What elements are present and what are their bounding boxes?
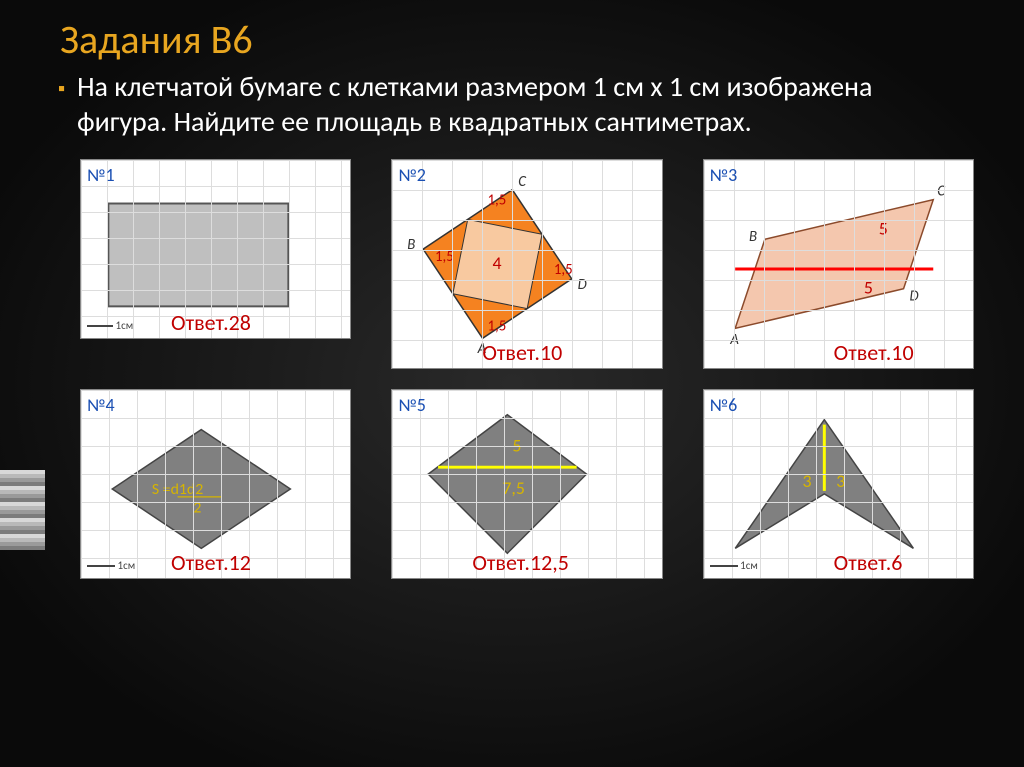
figure-card-6: №6 33 1см Ответ.6 <box>703 389 974 579</box>
grid-paper <box>704 160 973 368</box>
slide-description: На клетчатой бумаге с клетками размером … <box>77 69 964 139</box>
cards-grid: №1 1см Ответ.28 №2 ABCD1,51,51,51,54 Отв… <box>0 149 1024 579</box>
answer-text: Ответ.6 <box>834 549 903 576</box>
bullet-icon: ▪ <box>58 77 65 101</box>
grid-paper <box>392 160 661 368</box>
side-stripe-decoration <box>0 470 45 550</box>
answer-text: Ответ.10 <box>482 339 562 366</box>
answer-text: Ответ.12 <box>171 549 251 576</box>
scale-label: 1см <box>710 559 758 572</box>
figure-card-4: №4 S =d1d22 1см Ответ.12 <box>80 389 351 579</box>
figure-number: №3 <box>710 164 738 186</box>
answer-text: Ответ.12,5 <box>472 549 569 576</box>
figure-card-3: №3 ABCD55 Ответ.10 <box>703 159 974 369</box>
figure-number: №1 <box>87 164 115 186</box>
figure-card-5: №5 57,5 Ответ.12,5 <box>391 389 662 579</box>
figure-card-2: №2 ABCD1,51,51,51,54 Ответ.10 <box>391 159 662 369</box>
scale-label: 1см <box>87 319 133 332</box>
answer-text: Ответ.28 <box>171 309 251 336</box>
scale-label: 1см <box>87 559 135 572</box>
answer-text: Ответ.10 <box>834 339 914 366</box>
figure-card-1: №1 1см Ответ.28 <box>80 159 351 339</box>
figure-number: №5 <box>398 394 426 416</box>
figure-number: №2 <box>398 164 426 186</box>
description-row: ▪ На клетчатой бумаге с клетками размеро… <box>0 69 1024 149</box>
slide-title: Задания В6 <box>0 0 1024 69</box>
figure-number: №4 <box>87 394 115 416</box>
figure-number: №6 <box>710 394 738 416</box>
